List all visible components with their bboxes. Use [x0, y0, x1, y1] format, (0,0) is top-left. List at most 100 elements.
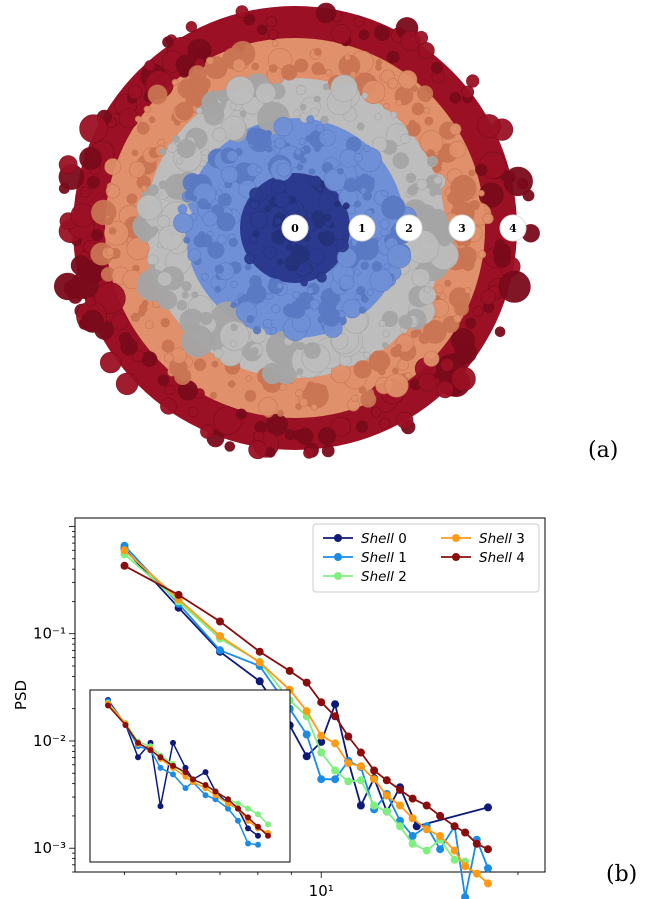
grain-particle: [350, 394, 359, 402]
series-point: [356, 748, 365, 757]
grain-particle: [216, 189, 223, 197]
series-point: [484, 879, 492, 888]
grain-particle: [319, 67, 327, 75]
grain-particle: [516, 177, 529, 190]
grain-particle: [261, 362, 284, 385]
inset-series-point: [182, 769, 189, 776]
grain-particle: [315, 2, 337, 24]
series-point: [408, 814, 417, 823]
inset-series-point: [202, 782, 209, 788]
grain-particle: [334, 200, 341, 208]
grain-particle: [309, 175, 322, 188]
grain-particle: [79, 146, 103, 170]
grain-particle: [161, 339, 175, 353]
grain-particle: [276, 282, 284, 290]
inset-series-point: [235, 817, 241, 824]
inset-series-point: [245, 814, 251, 821]
grain-particle: [367, 389, 375, 396]
legend-label: Shell 0: [361, 531, 407, 547]
grain-particle: [461, 85, 475, 99]
inset-series-point: [135, 754, 141, 761]
grain-particle: [390, 346, 402, 358]
grain-particle: [423, 107, 431, 114]
grain-particle: [220, 166, 239, 184]
series-point: [331, 775, 340, 784]
grain-particle: [396, 411, 414, 429]
shell-marker-0: [281, 214, 309, 242]
grain-particle: [368, 176, 375, 184]
inset-series-point: [170, 739, 176, 746]
grain-particle: [414, 30, 429, 45]
grain-particle: [246, 314, 255, 323]
grain-particle: [313, 48, 322, 56]
grain-particle: [417, 42, 435, 60]
grain-particle: [144, 60, 156, 72]
grain-particle: [131, 149, 139, 157]
grain-particle: [325, 69, 333, 76]
series-point: [317, 737, 326, 746]
grain-particle: [353, 16, 365, 27]
legend-marker: [334, 534, 342, 542]
grain-particle: [269, 327, 278, 335]
grain-particle: [353, 269, 361, 276]
grain-particle: [384, 373, 409, 398]
inset-series-point: [255, 841, 261, 848]
grain-particle: [187, 248, 202, 262]
inset-series-point: [235, 805, 241, 812]
grain-particle: [449, 123, 462, 136]
grain-particle: [313, 95, 321, 103]
series-point: [461, 828, 470, 837]
grain-particle: [356, 286, 366, 296]
series-point: [344, 732, 353, 741]
grain-particle: [176, 157, 184, 165]
grain-particle: [185, 309, 193, 317]
grain-particle: [148, 116, 156, 124]
grain-particle: [448, 140, 466, 159]
inset-series-point: [225, 805, 231, 812]
grain-particle: [404, 372, 412, 379]
grain-particle: [120, 337, 138, 356]
series-point: [120, 561, 129, 570]
grain-particle: [450, 328, 475, 353]
grain-particle: [207, 241, 225, 259]
grain-particle: [244, 263, 252, 271]
inset-series-point: [212, 788, 219, 795]
grain-particle: [271, 40, 279, 47]
panel-a-letter: (a): [588, 438, 619, 463]
grain-particle: [494, 239, 506, 251]
grain-particle: [177, 78, 198, 99]
grain-particle: [321, 444, 335, 458]
grain-particle: [136, 121, 150, 135]
grain-particle: [58, 155, 78, 175]
grain-particle: [271, 304, 281, 314]
grain-particle: [344, 177, 359, 193]
series-point: [450, 822, 459, 831]
inset-series-point: [170, 771, 176, 778]
grain-particle: [171, 79, 179, 86]
series-point: [436, 845, 445, 854]
series-point: [216, 632, 224, 641]
grain-particle: [424, 116, 434, 126]
series-point: [120, 546, 129, 555]
legend-label: Shell 3: [479, 531, 525, 547]
grain-particle: [349, 71, 357, 79]
legend-label: Shell 1: [361, 550, 407, 566]
grain-particle: [335, 239, 349, 253]
grain-particle: [235, 408, 247, 420]
grain-particle: [315, 185, 323, 192]
panel-b-letter: (b): [606, 862, 638, 887]
grain-particle: [176, 139, 196, 159]
series-point: [174, 590, 183, 599]
grain-particle: [295, 389, 304, 398]
legend-marker: [334, 572, 342, 580]
series-point: [436, 811, 445, 820]
grain-particle: [476, 114, 501, 138]
grain-particle: [407, 185, 418, 196]
grain-particle: [79, 114, 108, 143]
grain-particle: [78, 318, 90, 330]
grain-particle: [265, 145, 273, 153]
grain-particle: [449, 92, 462, 104]
grain-particle: [213, 348, 224, 359]
series-point: [302, 678, 311, 687]
grain-particle: [323, 213, 332, 222]
